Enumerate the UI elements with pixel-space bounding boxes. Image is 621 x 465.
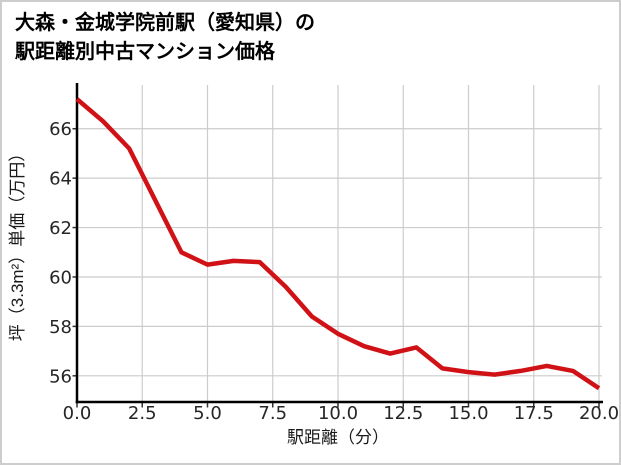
- y-tick-label: 66: [49, 119, 72, 140]
- y-tick-label: 58: [49, 317, 72, 338]
- x-tick-label: 0.0: [63, 403, 92, 424]
- chart-title-line-2: 駅距離別中古マンション価格: [15, 41, 275, 63]
- x-tick-label: 7.5: [258, 403, 287, 424]
- x-tick-label: 17.5: [514, 403, 554, 424]
- x-tick-label: 12.5: [383, 403, 423, 424]
- y-axis-label: 坪（3.3m²）単価（万円）: [8, 145, 27, 341]
- x-tick-label: 2.5: [128, 403, 157, 424]
- x-tick-label: 15.0: [448, 403, 488, 424]
- x-tick-labels: 0.0 2.5 5.0 7.5 10.0 12.5 15.0 17.5 20.0: [63, 403, 619, 424]
- y-tick-label: 56: [49, 366, 72, 387]
- x-tick-label: 10.0: [318, 403, 358, 424]
- vertical-gridlines: [141, 85, 600, 402]
- y-tick-label: 62: [49, 218, 72, 239]
- x-tick-label: 5.0: [193, 403, 222, 424]
- price-line-series: [75, 97, 601, 391]
- chart-title: 大森・金城学院前駅（愛知県）の 駅距離別中古マンション価格: [15, 9, 315, 67]
- horizontal-gridlines: [77, 128, 602, 377]
- y-tick-label: 64: [49, 169, 72, 190]
- x-axis-ticks: [76, 403, 600, 408]
- chart-title-line-1: 大森・金城学院前駅（愛知県）の: [15, 12, 315, 34]
- x-axis-label: 駅距離（分）: [287, 428, 389, 447]
- y-tick-labels: 56 58 60 62 64 66: [49, 119, 72, 387]
- y-tick-label: 60: [49, 267, 72, 288]
- x-tick-label: 20.0: [579, 403, 619, 424]
